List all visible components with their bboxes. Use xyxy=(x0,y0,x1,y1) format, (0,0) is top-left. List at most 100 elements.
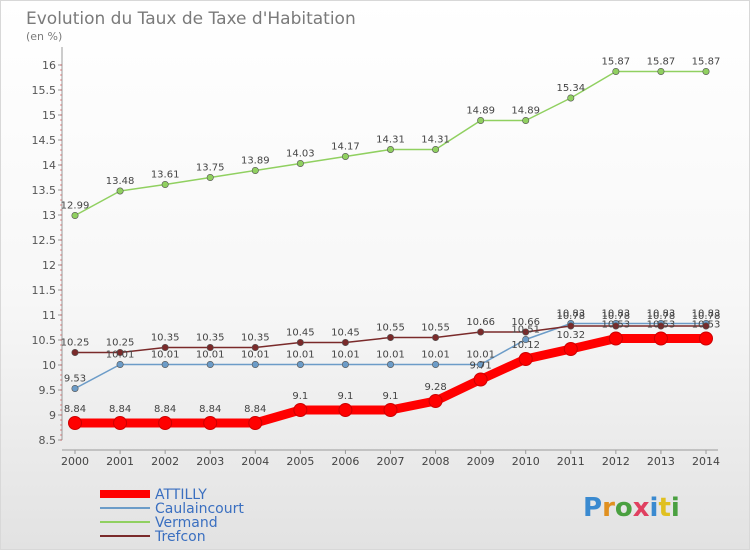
x-tick-label: 2001 xyxy=(106,455,134,468)
y-tick-label: 15.5 xyxy=(32,84,57,97)
data-point-attilly xyxy=(653,331,668,346)
data-label-vermand: 13.89 xyxy=(241,156,270,167)
y-tick-label: 11.5 xyxy=(32,284,57,297)
data-label-attilly: 8.84 xyxy=(244,404,266,415)
data-point-caulaincourt xyxy=(522,335,530,343)
data-point-vermand xyxy=(432,146,440,154)
logo-letter: o xyxy=(615,493,633,523)
data-label-trefcon: 10.55 xyxy=(421,323,450,334)
logo-letter: x xyxy=(633,493,650,523)
data-point-attilly xyxy=(338,403,353,417)
data-point-vermand xyxy=(386,146,394,154)
data-label-trefcon: 10.25 xyxy=(106,338,135,349)
data-label-caulaincourt: 10.51 xyxy=(511,325,540,336)
logo-letter: r xyxy=(602,493,615,523)
data-point-attilly xyxy=(608,331,623,346)
series-layer xyxy=(68,68,713,430)
x-tick-label: 2013 xyxy=(647,455,675,468)
data-label-caulaincourt: 10.01 xyxy=(466,350,495,361)
data-label-attilly: 9.28 xyxy=(424,382,446,393)
data-point-vermand xyxy=(116,187,124,195)
data-point-trefcon xyxy=(161,343,169,351)
data-point-vermand xyxy=(341,153,349,161)
data-point-trefcon xyxy=(612,322,620,330)
data-label-trefcon: 10.78 xyxy=(602,311,631,322)
data-label-attilly: 8.84 xyxy=(109,404,131,415)
data-point-trefcon xyxy=(71,348,79,356)
data-point-caulaincourt xyxy=(161,360,169,368)
data-label-vermand: 15.87 xyxy=(647,57,676,68)
logo-letter: t xyxy=(658,493,670,523)
data-label-caulaincourt: 10.83 xyxy=(692,309,721,320)
data-label-vermand: 12.99 xyxy=(61,201,90,212)
data-label-vermand: 14.31 xyxy=(376,135,405,146)
data-point-vermand xyxy=(161,181,169,189)
data-point-caulaincourt xyxy=(386,360,394,368)
data-label-caulaincourt: 10.83 xyxy=(556,309,585,320)
logo-letter: P xyxy=(583,493,602,523)
data-point-vermand xyxy=(477,117,485,125)
data-point-caulaincourt xyxy=(477,360,485,368)
x-tick-label: 2000 xyxy=(61,455,89,468)
data-label-attilly: 9.71 xyxy=(470,361,492,372)
data-label-attilly: 8.84 xyxy=(64,404,86,415)
data-point-vermand xyxy=(657,68,665,76)
data-label-caulaincourt: 10.01 xyxy=(196,350,225,361)
data-label-caulaincourt: 10.01 xyxy=(286,350,315,361)
data-label-trefcon: 10.66 xyxy=(466,317,495,328)
data-point-trefcon xyxy=(296,338,304,346)
chart-title: Evolution du Taux de Taxe d'Habitation xyxy=(26,9,356,29)
y-tick-label: 9.5 xyxy=(39,384,57,397)
brand-logo-text: Proxiti xyxy=(583,493,680,523)
data-point-trefcon xyxy=(477,328,485,336)
x-tick-label: 2007 xyxy=(377,455,405,468)
data-point-trefcon xyxy=(702,322,710,330)
y-tick-label: 9 xyxy=(49,409,56,422)
data-point-attilly xyxy=(699,331,713,346)
data-point-caulaincourt xyxy=(71,384,79,392)
data-point-vermand xyxy=(251,167,259,175)
data-point-vermand xyxy=(296,160,304,168)
data-point-vermand xyxy=(567,94,575,102)
data-point-attilly xyxy=(113,416,128,430)
data-point-trefcon xyxy=(251,343,259,351)
x-tick-label: 2009 xyxy=(467,455,495,468)
data-label-attilly: 10.12 xyxy=(511,340,540,351)
y-tick-label: 16 xyxy=(42,59,56,72)
data-point-trefcon xyxy=(657,322,665,330)
data-point-vermand xyxy=(522,117,530,125)
data-label-attilly: 9.1 xyxy=(383,391,399,402)
data-label-vermand: 13.61 xyxy=(151,170,180,181)
data-label-vermand: 13.75 xyxy=(196,163,225,174)
data-point-trefcon xyxy=(116,348,124,356)
data-point-attilly xyxy=(158,416,173,430)
data-label-attilly: 9.1 xyxy=(337,391,353,402)
x-tick-label: 2008 xyxy=(422,455,450,468)
x-tick-label: 2011 xyxy=(557,455,585,468)
data-label-caulaincourt: 10.01 xyxy=(106,350,135,361)
data-label-vermand: 14.89 xyxy=(511,106,540,117)
data-label-trefcon: 10.78 xyxy=(556,311,585,322)
data-label-caulaincourt: 10.01 xyxy=(241,350,270,361)
data-label-trefcon: 10.66 xyxy=(511,317,540,328)
data-label-vermand: 14.03 xyxy=(286,149,315,160)
data-label-attilly: 10.53 xyxy=(602,320,631,331)
data-point-trefcon xyxy=(341,338,349,346)
x-tick-label: 2005 xyxy=(286,455,314,468)
data-label-trefcon: 10.45 xyxy=(331,328,360,339)
data-label-vermand: 15.34 xyxy=(556,83,585,94)
data-point-attilly xyxy=(428,394,443,408)
data-point-vermand xyxy=(702,68,710,76)
data-label-vermand: 14.17 xyxy=(331,142,360,153)
y-tick-label: 14.5 xyxy=(32,134,57,147)
logo-letter: i xyxy=(671,493,680,523)
data-label-attilly: 10.32 xyxy=(556,330,585,341)
data-point-attilly xyxy=(473,372,488,387)
chart-subtitle: (en %) xyxy=(26,30,62,43)
data-point-trefcon xyxy=(432,333,440,341)
data-point-trefcon xyxy=(206,343,214,351)
y-tick-label: 10.5 xyxy=(32,334,57,347)
